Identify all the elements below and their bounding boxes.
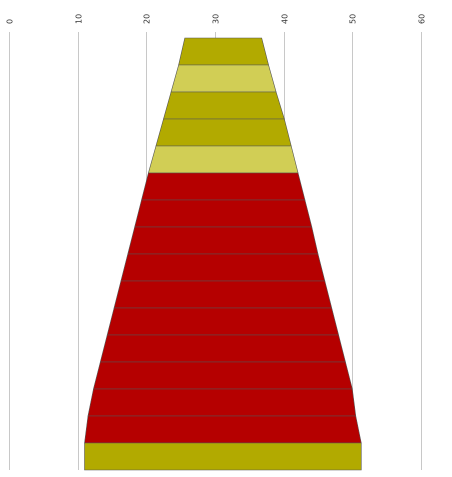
tick-label-layer: 0 10 20 30 40 50 60: [6, 14, 427, 24]
x-tick-label: 40: [281, 14, 290, 24]
funnel-segment-1: [178, 37, 269, 66]
funnel-segment-5: [147, 145, 299, 174]
funnel-segment-15: [84, 415, 362, 444]
x-tick-label: 50: [349, 14, 358, 24]
funnel-segment-3: [163, 91, 285, 120]
funnel-segment-7: [134, 199, 313, 228]
x-tick-label: 20: [143, 14, 152, 24]
funnel-segment-13: [93, 361, 353, 390]
x-tick-label: 0: [6, 19, 15, 24]
x-tick-label: 30: [212, 14, 221, 24]
funnel-segment-11: [106, 307, 339, 336]
x-tick-label: 60: [418, 14, 427, 24]
funnel-segment-2: [170, 64, 277, 93]
funnel-segment-10: [113, 280, 333, 309]
funnel-segment-8: [127, 226, 319, 255]
funnel-layer: [84, 37, 362, 471]
funnel-segment-9: [120, 253, 326, 282]
funnel-segment-6: [141, 172, 306, 201]
funnel-segment-12: [99, 334, 346, 363]
funnel-segment-16: [84, 442, 362, 471]
funnel-segment-4: [155, 118, 292, 147]
funnel-segment-14: [87, 388, 357, 417]
x-tick-label: 10: [75, 14, 84, 24]
